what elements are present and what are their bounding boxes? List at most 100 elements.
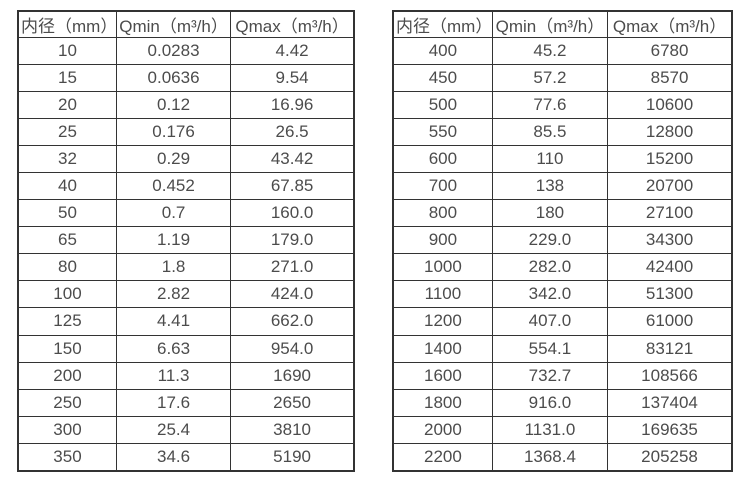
table-row: 125 4.41 662.0 bbox=[17, 307, 355, 336]
table-row: 900 229.0 34300 bbox=[392, 226, 733, 255]
cell-qmin: 25.4 bbox=[115, 415, 232, 444]
cell-diameter: 1000 bbox=[392, 253, 493, 282]
table-row: 350 34.6 5190 bbox=[17, 442, 355, 472]
cell-qmax: 6780 bbox=[607, 36, 733, 66]
table-row: 150 6.63 954.0 bbox=[17, 334, 355, 363]
table-row: 1600 732.7 108566 bbox=[392, 361, 733, 390]
table-row: 700 138 20700 bbox=[392, 172, 733, 201]
cell-qmin: 0.176 bbox=[115, 118, 232, 147]
table-row: 800 180 27100 bbox=[392, 199, 733, 228]
cell-qmax: 2650 bbox=[230, 388, 355, 417]
cell-qmax: 26.5 bbox=[230, 118, 355, 147]
cell-qmax: 424.0 bbox=[230, 280, 355, 309]
cell-qmin: 0.29 bbox=[115, 145, 232, 174]
cell-qmax: 9.54 bbox=[230, 64, 355, 93]
cell-qmin: 4.41 bbox=[115, 307, 232, 336]
flow-table-large-diameters: 内径（mm） Qmin（m³/h） Qmax（m³/h） 400 45.2 6780 45… bbox=[392, 10, 733, 472]
cell-diameter: 1400 bbox=[392, 334, 493, 363]
cell-qmin: 77.6 bbox=[491, 91, 609, 120]
cell-diameter: 80 bbox=[17, 253, 117, 282]
cell-diameter: 900 bbox=[392, 226, 493, 255]
cell-qmin: 732.7 bbox=[491, 361, 609, 390]
table-row: 1400 554.1 83121 bbox=[392, 334, 733, 363]
flow-table-small-diameters: 内径（mm） Qmin（m³/h） Qmax（m³/h） 10 0.0283 4.42 1… bbox=[17, 10, 355, 472]
header-cell-diameter: 内径（mm） bbox=[17, 10, 117, 38]
cell-qmax: 160.0 bbox=[230, 199, 355, 228]
cell-qmin: 45.2 bbox=[491, 36, 609, 66]
header-cell-diameter: 内径（mm） bbox=[392, 10, 493, 38]
table-row: 600 110 15200 bbox=[392, 145, 733, 174]
cell-diameter: 200 bbox=[17, 361, 117, 390]
cell-qmin: 85.5 bbox=[491, 118, 609, 147]
cell-diameter: 150 bbox=[17, 334, 117, 363]
cell-diameter: 2000 bbox=[392, 415, 493, 444]
cell-qmin: 6.63 bbox=[115, 334, 232, 363]
header-row: 内径（mm） Qmin（m³/h） Qmax（m³/h） bbox=[392, 10, 733, 38]
table-row: 15 0.0636 9.54 bbox=[17, 64, 355, 93]
cell-qmax: 34300 bbox=[607, 226, 733, 255]
cell-qmin: 138 bbox=[491, 172, 609, 201]
table-row: 450 57.2 8570 bbox=[392, 64, 733, 93]
cell-diameter: 400 bbox=[392, 36, 493, 66]
table-row: 25 0.176 26.5 bbox=[17, 118, 355, 147]
cell-diameter: 1200 bbox=[392, 307, 493, 336]
cell-qmax: 179.0 bbox=[230, 226, 355, 255]
cell-qmax: 108566 bbox=[607, 361, 733, 390]
cell-diameter: 2200 bbox=[392, 442, 493, 472]
cell-diameter: 125 bbox=[17, 307, 117, 336]
cell-qmin: 34.6 bbox=[115, 442, 232, 472]
cell-qmin: 1.19 bbox=[115, 226, 232, 255]
cell-qmin: 2.82 bbox=[115, 280, 232, 309]
table-row: 1800 916.0 137404 bbox=[392, 388, 733, 417]
header-cell-qmin: Qmin（m³/h） bbox=[115, 10, 232, 38]
cell-diameter: 1800 bbox=[392, 388, 493, 417]
cell-diameter: 40 bbox=[17, 172, 117, 201]
table-row: 50 0.7 160.0 bbox=[17, 199, 355, 228]
table-body: 400 45.2 6780 450 57.2 8570 500 77.6 10600 550 85.… bbox=[392, 36, 733, 472]
cell-qmin: 110 bbox=[491, 145, 609, 174]
table-row: 200 11.3 1690 bbox=[17, 361, 355, 390]
cell-qmin: 916.0 bbox=[491, 388, 609, 417]
table-row: 80 1.8 271.0 bbox=[17, 253, 355, 282]
cell-diameter: 10 bbox=[17, 36, 117, 66]
cell-qmax: 15200 bbox=[607, 145, 733, 174]
cell-diameter: 550 bbox=[392, 118, 493, 147]
cell-diameter: 350 bbox=[17, 442, 117, 472]
cell-qmin: 0.0283 bbox=[115, 36, 232, 66]
table-row: 250 17.6 2650 bbox=[17, 388, 355, 417]
cell-qmax: 10600 bbox=[607, 91, 733, 120]
table-row: 500 77.6 10600 bbox=[392, 91, 733, 120]
table-row: 1100 342.0 51300 bbox=[392, 280, 733, 309]
table-row: 2200 1368.4 205258 bbox=[392, 442, 733, 472]
table-row: 10 0.0283 4.42 bbox=[17, 36, 355, 66]
table-row: 400 45.2 6780 bbox=[392, 36, 733, 66]
table-row: 65 1.19 179.0 bbox=[17, 226, 355, 255]
cell-qmax: 5190 bbox=[230, 442, 355, 472]
cell-diameter: 1100 bbox=[392, 280, 493, 309]
cell-diameter: 20 bbox=[17, 91, 117, 120]
cell-qmin: 1368.4 bbox=[491, 442, 609, 472]
cell-qmin: 0.452 bbox=[115, 172, 232, 201]
cell-qmax: 169635 bbox=[607, 415, 733, 444]
header-cell-qmax: Qmax（m³/h） bbox=[607, 10, 733, 38]
cell-qmax: 42400 bbox=[607, 253, 733, 282]
cell-qmin: 0.0636 bbox=[115, 64, 232, 93]
cell-qmin: 180 bbox=[491, 199, 609, 228]
cell-diameter: 800 bbox=[392, 199, 493, 228]
table-row: 32 0.29 43.42 bbox=[17, 145, 355, 174]
cell-qmin: 1131.0 bbox=[491, 415, 609, 444]
cell-qmax: 8570 bbox=[607, 64, 733, 93]
cell-diameter: 600 bbox=[392, 145, 493, 174]
cell-qmax: 1690 bbox=[230, 361, 355, 390]
cell-qmax: 137404 bbox=[607, 388, 733, 417]
cell-diameter: 25 bbox=[17, 118, 117, 147]
cell-qmax: 4.42 bbox=[230, 36, 355, 66]
table-row: 1000 282.0 42400 bbox=[392, 253, 733, 282]
table-row: 20 0.12 16.96 bbox=[17, 91, 355, 120]
cell-qmin: 229.0 bbox=[491, 226, 609, 255]
cell-qmin: 0.12 bbox=[115, 91, 232, 120]
table-row: 550 85.5 12800 bbox=[392, 118, 733, 147]
cell-qmax: 12800 bbox=[607, 118, 733, 147]
cell-qmin: 11.3 bbox=[115, 361, 232, 390]
